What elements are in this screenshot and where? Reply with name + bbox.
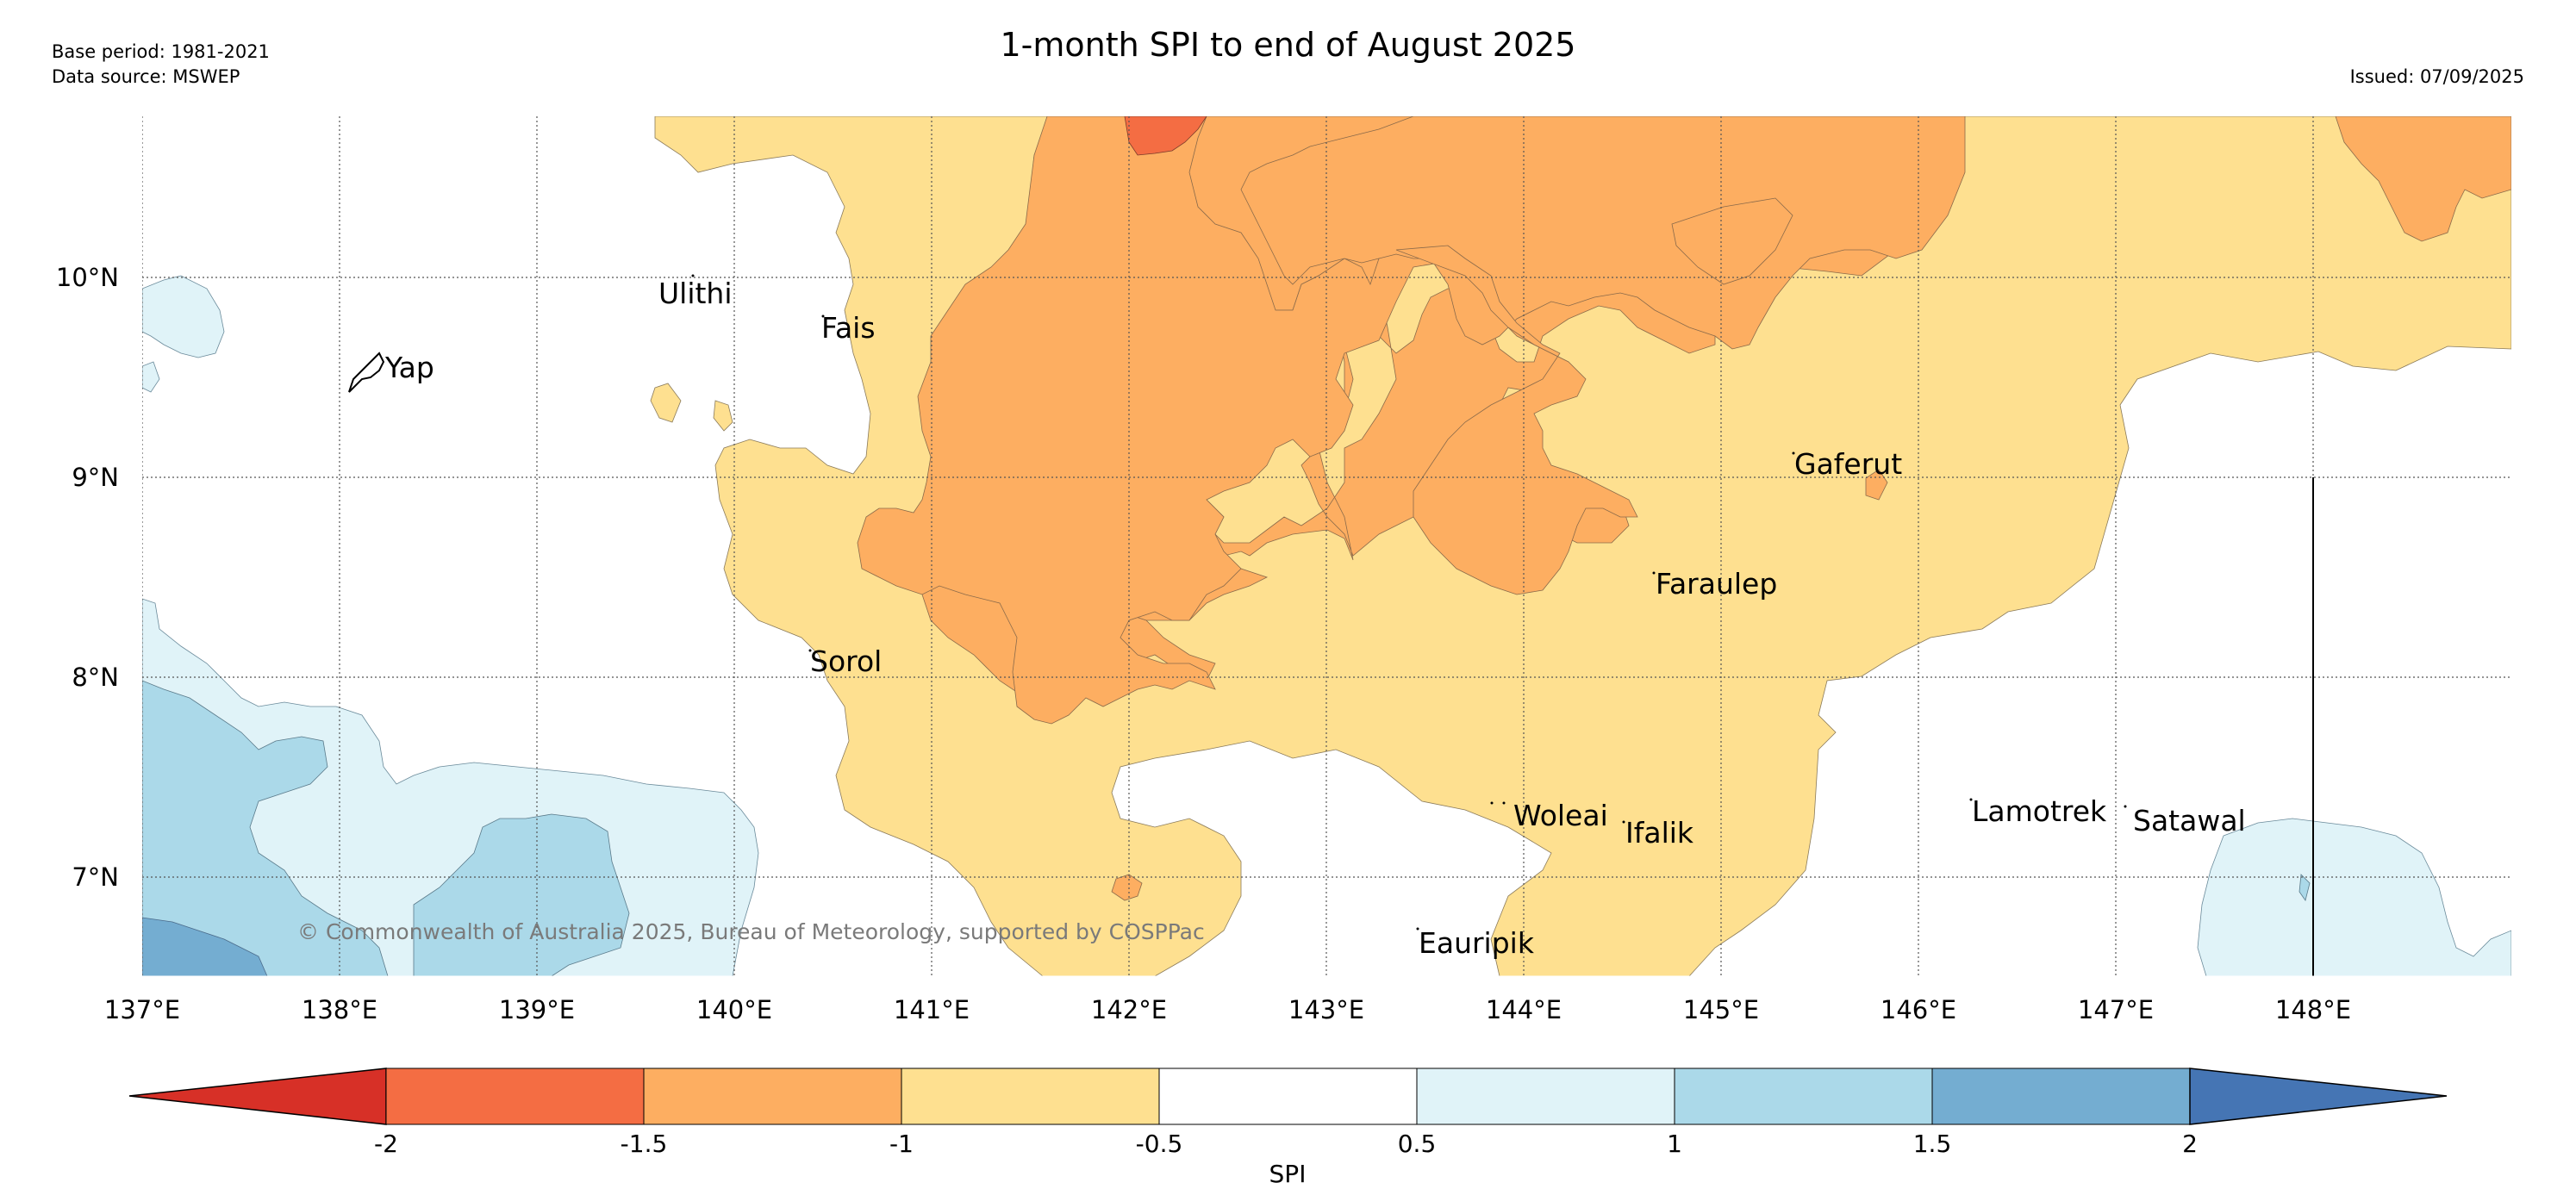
lat-label-8n: 8°N <box>72 663 119 692</box>
lon-label-146e: 146°E <box>1881 995 1956 1024</box>
place-label-satawal: Satawal <box>2133 804 2246 837</box>
lat-label-9n: 9°N <box>72 463 119 492</box>
base-period: Base period: 1981-2021 <box>52 41 270 62</box>
place-label-ifalik: Ifalik <box>1625 816 1694 850</box>
spi-region-wet-mild-nw <box>142 275 225 358</box>
lon-label-139e: 139°E <box>499 995 575 1024</box>
place-label-yap: Yap <box>384 351 434 384</box>
colorbar-bin-15-2 <box>1931 1068 2191 1125</box>
lon-label-138e: 138°E <box>302 995 377 1024</box>
colorbar-tick-2: 2 <box>2182 1130 2198 1158</box>
spi-region-wet-moderate-sw <box>142 680 630 976</box>
colorbar-tick-neg1-5: -1.5 <box>621 1130 668 1158</box>
place-label-woleai: Woleai <box>1513 799 1608 832</box>
issued-date: Issued: 07/09/2025 <box>2349 66 2524 87</box>
place-label-sorol: Sorol <box>810 644 882 678</box>
lon-label-145e: 145°E <box>1683 995 1759 1024</box>
place-label-faraulep: Faraulep <box>1656 567 1777 601</box>
lon-label-144e: 144°E <box>1486 995 1562 1024</box>
colorbar-bin-neg1-neg05 <box>901 1068 1160 1125</box>
map-panel <box>142 116 2511 976</box>
colorbar-tick-neg2: -2 <box>374 1130 398 1158</box>
lon-label-141e: 141°E <box>894 995 970 1024</box>
lat-label-10n: 10°N <box>56 263 119 292</box>
spi-patch-center-blob <box>1395 245 1638 595</box>
spi-colorbar: -2 -1.5 -1 -0.5 0.5 1 1.5 2 SPI <box>128 1068 2448 1188</box>
island-markers <box>691 274 2127 931</box>
lon-label-147e: 147°E <box>2078 995 2154 1024</box>
colorbar-bin-neg05-05 <box>1158 1068 1418 1125</box>
spi-region-wet-mild-se <box>2197 818 2511 976</box>
colorbar-ticks: -2 -1.5 -1 -0.5 0.5 1 1.5 2 <box>374 1130 2198 1158</box>
colorbar-bin-05-1 <box>1416 1068 1675 1125</box>
place-labels: Yap Ulithi Fais Sorol Gaferut Faraulep W… <box>384 277 2246 960</box>
data-source: Data source: MSWEP <box>52 66 240 87</box>
place-label-ulithi: Ulithi <box>658 277 733 310</box>
spi-patch-wet-se-dot <box>2298 874 2311 901</box>
spi-patch-west-2 <box>713 400 733 432</box>
colorbar-title: SPI <box>1269 1160 1307 1188</box>
colorbar-tick-neg1: -1 <box>889 1130 914 1158</box>
lon-label-143e: 143°E <box>1288 995 1364 1024</box>
place-label-lamotrek: Lamotrek <box>1972 794 2107 828</box>
spi-patch-central-east <box>1240 116 1966 350</box>
lon-labels: 137°E 138°E 139°E 140°E 141°E 142°E 143°… <box>104 995 2351 1024</box>
spi-patch-east-orange <box>1671 197 1793 285</box>
lon-label-148e: 148°E <box>2275 995 2351 1024</box>
colorbar-extend-high <box>2189 1068 2448 1125</box>
colorbar-tick-1: 1 <box>1667 1130 1682 1158</box>
copyright-notice: © Commonwealth of Australia 2025, Bureau… <box>297 919 1205 944</box>
place-label-eauripik: Eauripik <box>1419 926 1535 960</box>
place-label-gaferut: Gaferut <box>1794 447 1902 481</box>
spi-patch-northeast-orange <box>2335 116 2511 242</box>
place-label-fais: Fais <box>821 311 876 345</box>
colorbar-extend-low <box>128 1068 387 1125</box>
header-title: 1-month SPI to end of August 2025 <box>1000 26 1576 64</box>
lat-label-7n: 7°N <box>72 862 119 892</box>
spi-patch-west-1 <box>650 383 682 423</box>
colorbar-bin-1-15 <box>1674 1068 1933 1125</box>
lon-label-137e: 137°E <box>104 995 180 1024</box>
colorbar-tick-neg0-5: -0.5 <box>1136 1130 1183 1158</box>
colorbar-tick-1-5: 1.5 <box>1913 1130 1952 1158</box>
lon-label-142e: 142°E <box>1091 995 1167 1024</box>
graticule <box>142 116 2511 976</box>
lon-label-140e: 140°E <box>696 995 772 1024</box>
spi-region-dry-moderate-main <box>857 116 1467 725</box>
colorbar-bin-neg2-neg15 <box>385 1068 645 1125</box>
colorbar-bin-neg15-neg1 <box>643 1068 902 1125</box>
yap-island-outline <box>348 352 385 393</box>
colorbar-tick-0-5: 0.5 <box>1398 1130 1437 1158</box>
spi-region-wet-strong-sw <box>142 917 268 976</box>
spi-region-dry-severe <box>1124 116 1207 156</box>
spi-patch-wet-nw-small <box>142 361 160 393</box>
lat-labels: 10°N 9°N 8°N 7°N <box>56 263 119 892</box>
